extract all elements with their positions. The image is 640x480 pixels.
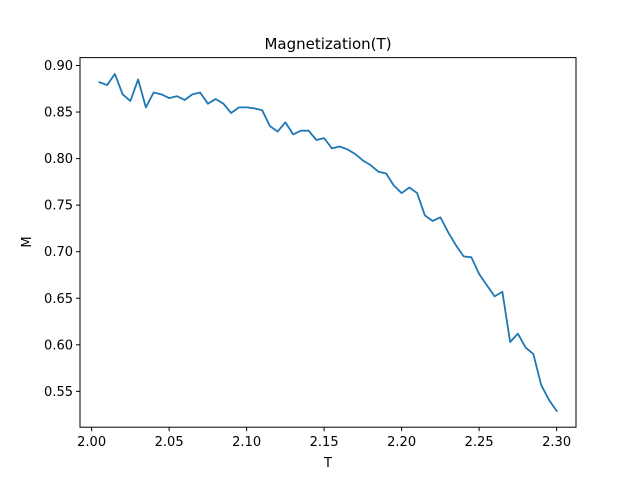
x-axis-ticks: 2.00 2.05 2.10 2.15 2.20 2.25 2.30	[77, 427, 571, 450]
x-tick-label: 2.25	[465, 435, 494, 450]
y-tick-label: 0.65	[44, 292, 73, 307]
y-tick-label: 0.55	[44, 385, 73, 400]
chart-title: Magnetization(T)	[264, 35, 391, 53]
y-axis-ticks: 0.55 0.60 0.65 0.70 0.75 0.80 0.85 0.90	[44, 59, 80, 400]
plot-area-frame	[79, 57, 577, 428]
x-tick-label: 2.15	[310, 435, 339, 450]
x-tick-label: 2.20	[387, 435, 416, 450]
y-tick-label: 0.90	[44, 59, 73, 74]
x-axis-label: T	[323, 456, 332, 471]
x-tick-label: 2.30	[542, 435, 571, 450]
y-tick-label: 0.85	[44, 106, 73, 121]
y-tick-label: 0.70	[44, 245, 73, 260]
y-tick-label: 0.80	[44, 152, 73, 167]
x-tick-label: 2.05	[155, 435, 184, 450]
y-tick-label: 0.60	[44, 338, 73, 353]
x-tick-label: 2.10	[232, 435, 261, 450]
y-tick-label: 0.75	[44, 199, 73, 214]
series-line	[98, 72, 558, 413]
x-tick-label: 2.00	[77, 435, 106, 450]
y-axis-label: M	[20, 236, 35, 247]
